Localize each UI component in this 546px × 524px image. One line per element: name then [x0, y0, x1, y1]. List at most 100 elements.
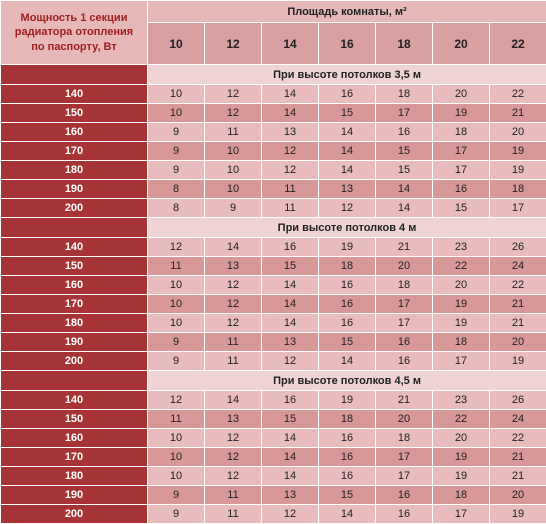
data-cell: 22 [490, 429, 546, 448]
row-label: 150 [1, 104, 148, 123]
data-cell: 18 [319, 257, 376, 276]
row-label: 200 [1, 352, 148, 371]
data-cell: 14 [262, 314, 319, 333]
column-header: 10 [148, 23, 205, 65]
data-cell: 8 [148, 180, 205, 199]
data-cell: 16 [433, 180, 490, 199]
data-cell: 14 [262, 85, 319, 104]
data-cell: 14 [205, 391, 262, 410]
data-cell: 16 [262, 391, 319, 410]
data-cell: 21 [490, 104, 546, 123]
data-cell: 16 [319, 276, 376, 295]
data-cell: 10 [148, 467, 205, 486]
data-cell: 14 [205, 238, 262, 257]
column-header: 14 [262, 23, 319, 65]
data-cell: 21 [490, 295, 546, 314]
data-cell: 23 [433, 238, 490, 257]
data-cell: 16 [319, 314, 376, 333]
data-cell: 18 [490, 180, 546, 199]
data-cell: 9 [148, 505, 205, 524]
data-cell: 12 [205, 448, 262, 467]
data-cell: 11 [148, 410, 205, 429]
data-cell: 19 [490, 161, 546, 180]
data-cell: 19 [433, 467, 490, 486]
data-cell: 9 [148, 161, 205, 180]
row-label: 140 [1, 85, 148, 104]
row-label: 170 [1, 295, 148, 314]
data-cell: 19 [319, 391, 376, 410]
data-cell: 14 [262, 104, 319, 123]
data-cell: 10 [148, 85, 205, 104]
data-cell: 24 [490, 410, 546, 429]
section-title: При высоте потолков 4,5 м [148, 371, 546, 391]
data-cell: 13 [262, 333, 319, 352]
data-cell: 15 [319, 104, 376, 123]
data-cell: 20 [433, 85, 490, 104]
data-cell: 19 [433, 448, 490, 467]
data-cell: 20 [433, 429, 490, 448]
data-cell: 22 [433, 257, 490, 276]
data-cell: 15 [376, 142, 433, 161]
data-cell: 18 [319, 410, 376, 429]
data-cell: 21 [376, 238, 433, 257]
row-label: 170 [1, 448, 148, 467]
data-cell: 12 [205, 314, 262, 333]
data-cell: 13 [319, 180, 376, 199]
data-cell: 16 [319, 448, 376, 467]
data-cell: 13 [205, 410, 262, 429]
data-cell: 14 [262, 467, 319, 486]
corner-header: Мощность 1 секции радиатора отопления по… [1, 1, 148, 65]
data-cell: 12 [205, 429, 262, 448]
area-title: Площадь комнаты, м² [148, 1, 546, 23]
data-cell: 10 [205, 180, 262, 199]
data-cell: 19 [490, 505, 546, 524]
data-cell: 26 [490, 238, 546, 257]
data-cell: 11 [148, 257, 205, 276]
data-cell: 19 [433, 314, 490, 333]
data-cell: 15 [319, 486, 376, 505]
data-cell: 15 [433, 199, 490, 218]
row-label: 170 [1, 142, 148, 161]
data-cell: 9 [148, 486, 205, 505]
data-cell: 10 [148, 448, 205, 467]
data-cell: 19 [490, 352, 546, 371]
data-cell: 18 [433, 333, 490, 352]
data-cell: 10 [205, 161, 262, 180]
data-cell: 18 [376, 276, 433, 295]
data-cell: 16 [262, 238, 319, 257]
data-cell: 16 [319, 429, 376, 448]
data-cell: 20 [376, 257, 433, 276]
data-cell: 14 [319, 352, 376, 371]
data-cell: 10 [148, 314, 205, 333]
data-cell: 14 [262, 448, 319, 467]
data-cell: 12 [319, 199, 376, 218]
data-cell: 17 [433, 505, 490, 524]
section-title: При высоте потолков 4 м [148, 218, 546, 238]
data-cell: 14 [319, 123, 376, 142]
row-label: 140 [1, 391, 148, 410]
data-cell: 17 [376, 314, 433, 333]
data-cell: 9 [205, 199, 262, 218]
data-cell: 17 [376, 295, 433, 314]
data-cell: 12 [205, 85, 262, 104]
row-label: 150 [1, 257, 148, 276]
row-label: 180 [1, 161, 148, 180]
data-cell: 10 [148, 429, 205, 448]
data-cell: 14 [319, 142, 376, 161]
data-cell: 9 [148, 142, 205, 161]
column-header: 20 [433, 23, 490, 65]
data-cell: 17 [433, 352, 490, 371]
data-cell: 13 [262, 123, 319, 142]
data-cell: 9 [148, 352, 205, 371]
row-label: 190 [1, 180, 148, 199]
data-cell: 12 [148, 391, 205, 410]
row-label: 190 [1, 486, 148, 505]
data-cell: 20 [490, 333, 546, 352]
row-label: 180 [1, 467, 148, 486]
data-cell: 12 [262, 161, 319, 180]
data-cell: 16 [376, 352, 433, 371]
row-label: 200 [1, 199, 148, 218]
data-cell: 16 [376, 486, 433, 505]
data-cell: 17 [376, 467, 433, 486]
data-cell: 14 [262, 276, 319, 295]
